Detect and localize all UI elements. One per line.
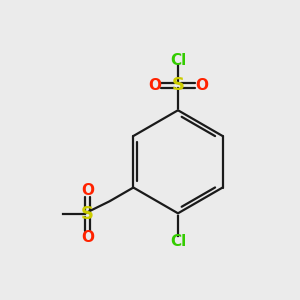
Text: O: O — [195, 78, 208, 93]
Text: S: S — [81, 205, 94, 223]
Text: O: O — [81, 183, 94, 198]
Text: O: O — [81, 230, 94, 245]
Text: Cl: Cl — [170, 234, 186, 249]
Text: Cl: Cl — [170, 53, 186, 68]
Text: O: O — [148, 78, 161, 93]
Text: S: S — [172, 76, 184, 94]
